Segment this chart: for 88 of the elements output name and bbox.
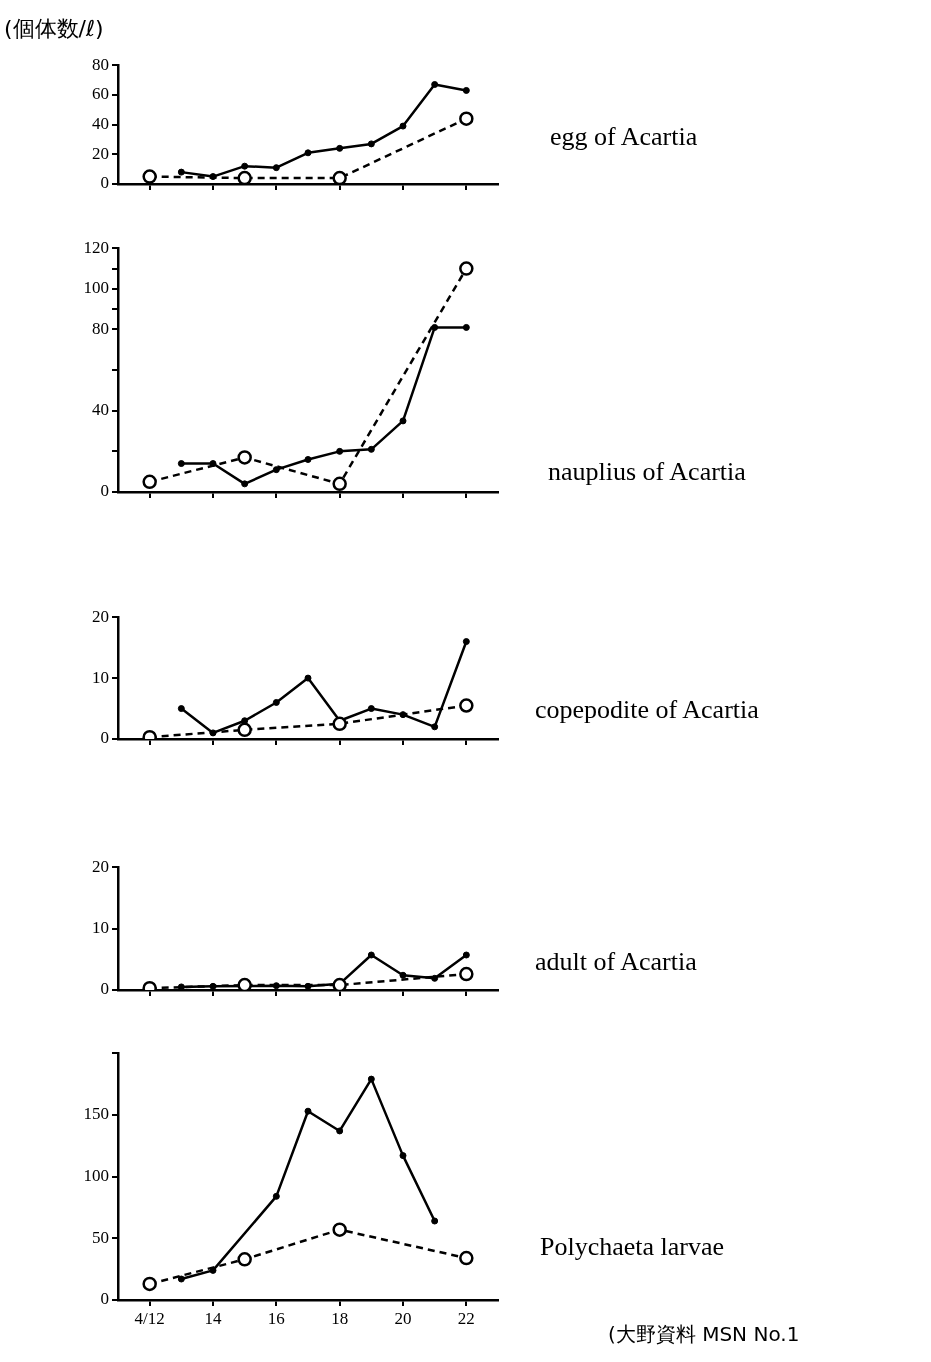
x-tick-label: 20 <box>394 1308 412 1328</box>
point <box>431 323 439 331</box>
point <box>142 474 157 490</box>
point <box>459 966 474 982</box>
text: (大野資料 MSN No.1 <box>608 1321 800 1348</box>
point <box>459 111 474 126</box>
point <box>304 149 312 157</box>
y-tick-label: 0 <box>100 979 109 999</box>
point <box>431 974 439 982</box>
point <box>462 86 470 94</box>
point <box>237 450 252 465</box>
point <box>177 460 185 468</box>
y-axis-title: (個体数/ℓ) <box>4 15 104 43</box>
text: copepodite of Acartia <box>535 695 759 725</box>
point <box>177 168 185 176</box>
y-tick-label: 20 <box>92 143 109 163</box>
point <box>142 169 157 184</box>
y-tick-label: 0 <box>100 173 109 193</box>
point <box>459 1250 474 1266</box>
point <box>399 971 407 979</box>
point <box>332 170 347 184</box>
point <box>241 162 249 170</box>
point <box>462 638 470 646</box>
x-tick-label: 14 <box>204 1308 222 1328</box>
point <box>462 323 470 331</box>
y-tick-label: 10 <box>92 667 109 687</box>
point <box>272 1192 280 1200</box>
point <box>142 1276 157 1292</box>
y-tick-label: 80 <box>92 318 109 338</box>
point <box>431 1217 439 1225</box>
point <box>304 674 312 682</box>
point <box>304 1107 312 1115</box>
x-tick-label: 18 <box>331 1308 349 1328</box>
point <box>336 1127 344 1135</box>
text: adult of Acartia <box>535 947 697 977</box>
point <box>332 977 347 990</box>
point <box>332 1222 347 1237</box>
point <box>272 164 280 172</box>
point <box>399 1152 407 1160</box>
point <box>237 722 252 738</box>
y-tick-label: 20 <box>92 856 109 876</box>
point <box>272 982 280 990</box>
point <box>272 698 280 706</box>
point <box>459 698 474 713</box>
x-tick-label: 4/12 <box>134 1308 165 1328</box>
x-tick-label: 16 <box>267 1308 285 1328</box>
point <box>272 466 280 474</box>
point <box>336 447 344 455</box>
point <box>177 705 185 713</box>
y-tick-label: 0 <box>100 481 109 501</box>
point <box>332 716 347 732</box>
y-tick-label: 0 <box>100 1289 109 1309</box>
point <box>177 983 185 990</box>
point <box>177 1275 185 1283</box>
point <box>367 140 375 148</box>
y-tick-label: 80 <box>92 54 109 74</box>
y-tick-label: 100 <box>83 1166 109 1186</box>
y-tick-label: 20 <box>92 606 109 626</box>
point <box>367 951 375 959</box>
point <box>304 455 312 463</box>
point <box>367 445 375 453</box>
y-tick-label: 50 <box>92 1227 109 1247</box>
point <box>336 144 344 152</box>
x-tick-label: 22 <box>457 1308 475 1328</box>
y-tick-label: 100 <box>83 278 109 298</box>
point <box>367 705 375 713</box>
y-tick-label: 0 <box>100 728 109 748</box>
point <box>237 977 252 990</box>
text: nauplius of Acartia <box>548 457 746 487</box>
point <box>237 1252 252 1267</box>
point <box>399 417 407 425</box>
point <box>431 81 439 89</box>
point <box>367 1075 375 1083</box>
point <box>399 122 407 130</box>
y-tick-label: 40 <box>92 400 109 420</box>
point <box>459 261 474 276</box>
y-tick-label: 60 <box>92 84 109 104</box>
point <box>241 480 249 488</box>
text: egg of Acartia <box>550 122 698 152</box>
y-tick-label: 10 <box>92 918 109 938</box>
text: Polychaeta larvae <box>540 1232 725 1262</box>
point <box>332 476 347 492</box>
y-tick-label: 40 <box>92 114 109 134</box>
y-tick-label: 120 <box>83 237 109 257</box>
point <box>431 723 439 731</box>
point <box>237 170 252 184</box>
y-tick-label: 150 <box>83 1104 109 1124</box>
point <box>462 951 470 959</box>
